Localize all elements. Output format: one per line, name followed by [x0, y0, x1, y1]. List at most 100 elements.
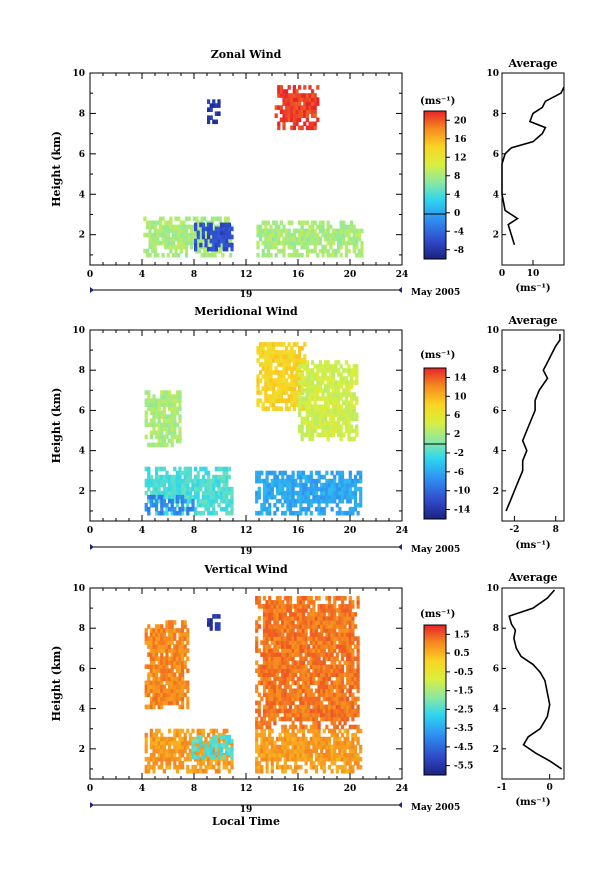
heatmap-cell — [259, 232, 263, 238]
heatmap-cell — [327, 604, 332, 609]
heatmap-cell — [209, 618, 213, 623]
heatmap-cell — [275, 756, 280, 762]
heatmap-cell — [329, 432, 333, 438]
heatmap-cell — [301, 490, 306, 496]
heatmap-cell — [318, 412, 322, 417]
heatmap-cell — [214, 626, 218, 631]
heatmap-cell — [257, 668, 261, 673]
heatmap-cell — [270, 486, 274, 492]
heatmap-cell — [144, 744, 148, 750]
heatmap-cell — [333, 756, 337, 762]
heatmap-cell — [278, 608, 282, 613]
heatmap-cell — [165, 426, 169, 432]
heatmap-cell — [155, 664, 159, 669]
heatmap-cell — [270, 760, 274, 766]
heatmap-cell — [307, 688, 311, 694]
heatmap-cell — [152, 696, 156, 702]
heatmap-cell — [191, 764, 195, 770]
heatmap-cell — [359, 494, 363, 500]
heatmap-cell — [155, 740, 159, 746]
heatmap-cell — [299, 604, 303, 609]
heatmap-cell — [157, 748, 161, 754]
heatmap-cell — [303, 342, 307, 347]
heatmap-cell — [294, 760, 298, 766]
heatmap-cell — [281, 680, 285, 686]
heatmap-cell — [351, 740, 355, 746]
heatmap-cell — [344, 380, 348, 385]
heatmap-cell — [207, 764, 211, 770]
heatmap-cell — [165, 394, 169, 399]
heatmap-cell — [355, 364, 359, 369]
heatmap-cell — [309, 676, 313, 682]
heatmap-cell — [181, 470, 185, 476]
heatmap-cell — [307, 748, 311, 754]
heatmap-cell — [288, 510, 293, 516]
heatmap-cell — [327, 664, 332, 669]
heatmap-cell — [325, 478, 329, 484]
heatmap-cell — [292, 89, 296, 94]
heatmap-cell — [283, 636, 287, 641]
heatmap-cell — [255, 728, 259, 734]
heatmap-cell — [322, 768, 326, 774]
heatmap-cell — [230, 494, 234, 500]
heatmap-cell — [265, 652, 269, 657]
heatmap-cell — [322, 612, 326, 617]
heatmap-cell — [325, 712, 329, 718]
heatmap-cell — [287, 406, 291, 411]
heatmap-cell — [174, 236, 178, 242]
heatmap-cell — [268, 510, 272, 516]
heatmap-cell — [260, 668, 264, 673]
heatmap-cell — [270, 478, 274, 484]
heatmap-cell — [209, 238, 213, 244]
heatmap-cell — [275, 632, 280, 637]
heatmap-cell — [327, 478, 332, 484]
heatmap-cell — [268, 624, 272, 629]
heatmap-cell — [269, 232, 273, 238]
heatmap-cell — [184, 236, 189, 242]
heatmap-cell — [147, 640, 151, 645]
heatmap-cell — [295, 117, 299, 123]
heatmap-cell — [316, 85, 320, 90]
heatmap-cell — [291, 498, 295, 504]
heatmap-cell — [316, 396, 320, 401]
heatmap-cell — [338, 664, 342, 669]
heatmap-cell — [352, 436, 356, 442]
heatmap-cell — [295, 121, 299, 127]
heatmap-cell — [265, 676, 269, 682]
heatmap-cell — [274, 366, 278, 371]
heatmap-cell — [330, 756, 334, 762]
heatmap-cell — [322, 756, 326, 762]
x-tick-label: 16 — [292, 784, 305, 794]
heatmap-cell — [273, 748, 277, 754]
heatmap-cell — [348, 478, 352, 484]
heatmap-cell — [265, 736, 269, 742]
heatmap-cell — [282, 101, 286, 106]
heatmap-cell — [316, 376, 320, 381]
heatmap-cell — [350, 376, 354, 381]
heatmap-cell — [148, 240, 152, 246]
colorbar-tick-label: 1.5 — [454, 630, 470, 640]
heatmap-cell — [285, 113, 289, 118]
y-tick-label: 4 — [79, 705, 85, 715]
heatmap-cell — [294, 632, 298, 637]
heatmap-cell — [339, 372, 343, 377]
heatmap-cell — [304, 644, 308, 649]
heatmap-cell — [155, 628, 159, 633]
heatmap-cell — [174, 244, 178, 250]
heatmap-cell — [184, 248, 189, 254]
heatmap-cell — [274, 113, 278, 118]
heatmap-cell — [262, 486, 267, 492]
heatmap-cell — [165, 636, 169, 641]
heatmap-cell — [265, 660, 269, 665]
heatmap-cell — [318, 220, 322, 226]
heatmap-cell — [262, 712, 267, 718]
heatmap-cell — [330, 608, 334, 613]
heatmap-cell — [357, 236, 361, 242]
heatmap-cell — [152, 644, 156, 649]
heatmap-cell — [208, 252, 212, 258]
heatmap-cell — [303, 404, 307, 409]
heatmap-cell — [269, 366, 273, 371]
heatmap-cell — [269, 346, 273, 351]
heatmap-cell — [225, 738, 229, 744]
heatmap-cell — [192, 232, 196, 238]
